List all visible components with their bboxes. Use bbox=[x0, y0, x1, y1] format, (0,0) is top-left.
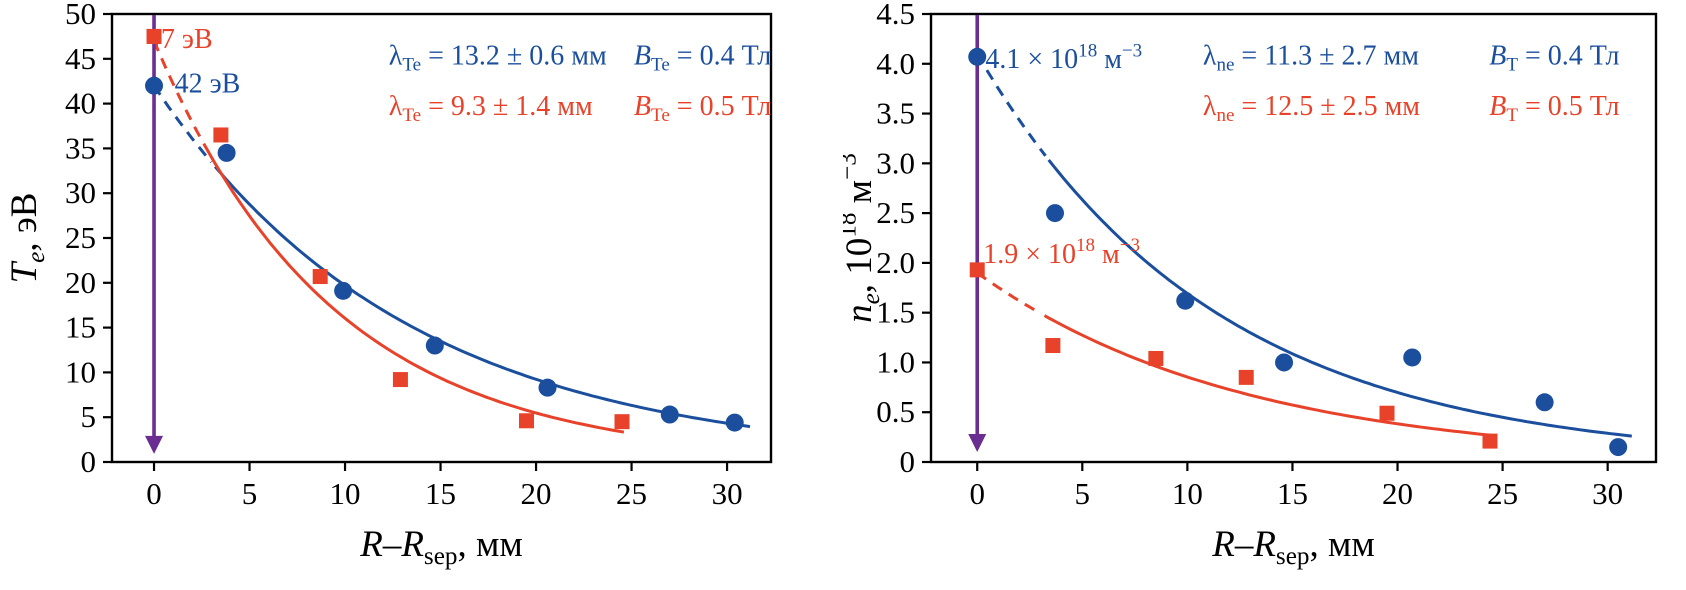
data-point-square bbox=[1238, 369, 1254, 385]
data-point-square bbox=[1379, 405, 1395, 421]
y-tick-label: 4.0 bbox=[876, 46, 915, 81]
x-axis-label: R–Rsep, мм bbox=[359, 524, 523, 570]
y-tick-label: 30 bbox=[65, 175, 96, 210]
ne-profile-chart: 0 5 10 15 20 25 30 0 0.5 1.0 1.5 2.0 2.5 3.0 3.5 4.0 4.5… bbox=[834, 0, 1686, 590]
x-tick-label: 5 bbox=[242, 476, 258, 511]
data-point-square bbox=[1482, 433, 1498, 449]
data-point-circle bbox=[217, 143, 236, 162]
x-axis-label: R–Rsep, мм bbox=[1211, 524, 1375, 570]
annotation: BTe = 0.5 Тл bbox=[634, 91, 771, 126]
annotation: BТ = 0.5 Тл bbox=[1489, 91, 1619, 126]
y-tick-label: 15 bbox=[65, 310, 96, 345]
data-point-circle bbox=[425, 336, 444, 355]
annotation: λne = 12.5 ± 2.5 мм bbox=[1203, 91, 1420, 126]
data-point-circle bbox=[660, 405, 679, 424]
data-point-square bbox=[146, 28, 162, 44]
fit-curve-blue bbox=[1047, 158, 1632, 438]
y-tick-label: 4.5 bbox=[876, 0, 915, 31]
x-tick-label: 0 bbox=[969, 476, 985, 511]
te-profile-chart: 0 5 10 15 20 25 30 0 5 10 15 20 25 30 35 40 45 50 47 эВ 42 … bbox=[4, 0, 773, 570]
data-point-circle bbox=[1176, 291, 1195, 310]
fit-curve-red bbox=[202, 142, 625, 434]
y-tick-label: 1.0 bbox=[876, 344, 915, 379]
plot-frame bbox=[929, 12, 1658, 464]
ne-profile-plot: 0 5 10 15 20 25 30 0 0.5 1.0 1.5 2.0 2.5 3.0 3.5 4.0 4.5… bbox=[834, 0, 1658, 570]
data-point-square bbox=[213, 127, 229, 143]
fit-curve-dashed-red bbox=[976, 271, 1042, 315]
x-tick-label: 15 bbox=[1277, 476, 1308, 511]
y-tick-label: 5 bbox=[81, 399, 97, 434]
y-tick-label: 2.0 bbox=[876, 245, 915, 280]
y-tick-label: 45 bbox=[65, 41, 96, 76]
data-point-square bbox=[969, 262, 985, 278]
annotation: λne = 11.3 ± 2.7 мм bbox=[1203, 40, 1419, 75]
data-point-square bbox=[392, 372, 408, 388]
x-tick-label: 20 bbox=[1382, 476, 1413, 511]
data-point-circle bbox=[725, 413, 744, 432]
data-point-square bbox=[519, 413, 535, 429]
y-tick-label: 35 bbox=[65, 130, 96, 165]
annotation: 4.1 × 1018 м−3 bbox=[985, 40, 1142, 75]
x-tick-label: 20 bbox=[521, 476, 552, 511]
annotation: 42 эВ bbox=[175, 69, 241, 100]
data-point-circle bbox=[1403, 348, 1422, 367]
data-point-circle bbox=[538, 378, 557, 397]
data-point-square bbox=[1148, 350, 1164, 366]
data-point-circle bbox=[1535, 393, 1554, 412]
data-point-circle bbox=[145, 76, 164, 95]
data-point-circle bbox=[968, 47, 987, 66]
separatrix-arrow-head bbox=[968, 434, 987, 453]
data-point-square bbox=[614, 414, 630, 430]
annotation: λTe = 13.2 ± 0.6 мм bbox=[389, 40, 607, 75]
y-tick-label: 1.5 bbox=[876, 295, 915, 330]
te-profile-plot: 0 5 10 15 20 25 30 0 5 10 15 20 25 30 35 40 45 50 47 эВ 42 … bbox=[4, 0, 773, 570]
x-tick-label: 5 bbox=[1075, 476, 1091, 511]
x-tick-label: 15 bbox=[425, 476, 456, 511]
y-tick-label: 40 bbox=[65, 86, 96, 121]
y-tick-label: 0 bbox=[900, 444, 916, 479]
y-tick-label: 25 bbox=[65, 220, 96, 255]
x-tick-label: 30 bbox=[712, 476, 743, 511]
data-point-square bbox=[1045, 338, 1061, 354]
x-tick-label: 25 bbox=[616, 476, 647, 511]
y-tick-label: 20 bbox=[65, 265, 96, 300]
data-point-circle bbox=[1275, 353, 1294, 372]
fit-curve-dashed-blue bbox=[152, 84, 213, 164]
annotation: BTe = 0.4 Тл bbox=[634, 40, 771, 75]
y-tick-label: 3.5 bbox=[876, 96, 915, 131]
y-tick-label: 3.0 bbox=[876, 145, 915, 180]
separatrix-arrow-head bbox=[145, 435, 164, 454]
data-point-circle bbox=[334, 281, 353, 300]
data-point-square bbox=[312, 269, 328, 285]
y-axis-label: Te, эВ bbox=[4, 193, 50, 284]
y-tick-label: 0.5 bbox=[876, 394, 915, 429]
y-tick-label: 2.5 bbox=[876, 195, 915, 230]
x-tick-label: 10 bbox=[1172, 476, 1203, 511]
plot-frame bbox=[110, 12, 773, 464]
fit-curve-blue bbox=[213, 165, 751, 429]
y-tick-label: 10 bbox=[65, 354, 96, 389]
y-tick-label: 50 bbox=[65, 0, 96, 31]
fit-curve-dashed-red bbox=[152, 40, 204, 141]
y-tick-label: 0 bbox=[81, 444, 97, 479]
x-tick-label: 0 bbox=[146, 476, 162, 511]
annotation: λTe = 9.3 ± 1.4 мм bbox=[389, 91, 593, 126]
fit-curve-red bbox=[1043, 314, 1492, 437]
data-point-circle bbox=[1609, 438, 1628, 457]
x-tick-label: 10 bbox=[330, 476, 361, 511]
fit-curve-dashed-blue bbox=[975, 53, 1047, 157]
annotation: BТ = 0.4 Тл bbox=[1489, 40, 1619, 75]
annotation: 47 эВ bbox=[147, 24, 213, 55]
data-point-circle bbox=[1045, 204, 1064, 223]
x-tick-label: 30 bbox=[1592, 476, 1623, 511]
annotation: 1.9 × 1018 м−3 bbox=[983, 235, 1140, 270]
x-tick-label: 25 bbox=[1487, 476, 1518, 511]
